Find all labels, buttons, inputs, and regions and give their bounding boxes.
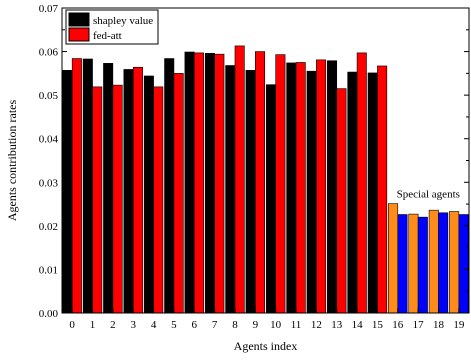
bar-shapley-5: [164, 58, 175, 314]
bar-fed-att-5: [173, 73, 184, 314]
bar-fed-att-12: [316, 59, 327, 314]
bar-shapley-13: [327, 60, 338, 314]
bar-fed-att-11: [295, 62, 306, 314]
special-agents-annotation: Special agents: [397, 189, 460, 201]
x-tick-label: 9: [253, 319, 259, 331]
bars-layer: [62, 45, 469, 314]
y-axis-label: Agents contribution rates: [5, 100, 19, 222]
y-tick-label: 0.02: [39, 221, 58, 233]
bar-shapley-4: [143, 75, 154, 314]
bar-shapley-14: [347, 71, 358, 314]
bar-shapley-6: [184, 51, 195, 314]
bar-shapley-3: [123, 69, 134, 314]
x-tick-label: 14: [352, 319, 364, 331]
bar-fed-att-7: [214, 53, 225, 314]
x-tick-label: 19: [453, 319, 465, 331]
bar-shapley-10: [265, 84, 276, 314]
x-tick-label: 2: [110, 319, 116, 331]
bar-shapley-12: [306, 70, 317, 314]
x-tick-label: 3: [130, 319, 136, 331]
bar-fed-att-9: [255, 51, 266, 314]
bar-shapley-8: [225, 65, 236, 314]
y-tick-label: 0.03: [39, 177, 59, 189]
bar-fed-att-16: [397, 214, 408, 314]
y-tick-label: 0.00: [39, 308, 59, 320]
bar-shapley-0: [62, 70, 73, 314]
y-tick-label: 0.01: [39, 264, 58, 276]
x-tick-label: 10: [270, 319, 282, 331]
bar-shapley-7: [204, 53, 215, 314]
x-axis-label: Agents index: [234, 339, 298, 353]
y-tick-label: 0.06: [39, 47, 59, 59]
bar-shapley-16: [388, 203, 399, 314]
y-tick-label: 0.04: [39, 134, 59, 146]
x-tick-label: 6: [192, 319, 198, 331]
bar-shapley-1: [82, 58, 93, 314]
bar-fed-att-0: [71, 58, 82, 314]
legend: shapley value fed-att: [65, 9, 159, 45]
x-tick-label: 8: [232, 319, 238, 331]
bar-fed-att-4: [153, 86, 164, 314]
bar-shapley-2: [103, 63, 114, 314]
y-tick-label: 0.07: [39, 3, 59, 15]
y-axis: 0.00 0.01 0.02 0.03 0.04 0.05 0.06 0.07: [39, 3, 469, 320]
bar-fed-att-14: [356, 52, 367, 314]
x-tick-label: 5: [171, 319, 177, 331]
x-tick-label: 4: [151, 319, 157, 331]
bar-fed-att-2: [112, 84, 123, 314]
x-tick-label: 7: [212, 319, 218, 331]
x-tick-label: 0: [69, 319, 75, 331]
bar-shapley-15: [367, 72, 378, 314]
bar-fed-att-18: [438, 212, 449, 314]
bar-fed-att-17: [417, 216, 428, 314]
bar-fed-att-3: [132, 66, 143, 314]
legend-label-shapley: shapley value: [93, 15, 153, 27]
x-tick-label: 15: [372, 319, 384, 331]
y-tick-label: 0.05: [39, 90, 59, 102]
bar-fed-att-13: [336, 88, 347, 314]
x-tick-label: 1: [90, 319, 96, 331]
x-tick-label: 16: [392, 319, 404, 331]
bar-shapley-19: [449, 211, 460, 314]
bar-fed-att-8: [234, 45, 245, 314]
x-tick-label: 13: [331, 319, 343, 331]
bar-shapley-18: [428, 209, 439, 314]
legend-swatch-fed-att: [68, 27, 90, 42]
bar-shapley-9: [245, 70, 256, 314]
legend-label-fed-att: fed-att: [93, 30, 122, 42]
bar-fed-att-6: [193, 52, 204, 314]
x-tick-label: 12: [311, 319, 322, 331]
legend-swatch-shapley: [68, 12, 90, 27]
bar-shapley-11: [286, 62, 297, 314]
bar-fed-att-1: [92, 86, 103, 314]
bar-fed-att-15: [377, 65, 388, 314]
bar-fed-att-19: [458, 214, 469, 314]
plot-frame: [61, 7, 470, 314]
x-tick-label: 17: [413, 319, 425, 331]
bar-fed-att-10: [275, 54, 286, 314]
x-tick-label: 11: [291, 319, 302, 331]
x-axis: 0 1 2 3 4 5 6 7 8 9 10 11 12 13 14 15 16 17 18 19: [69, 308, 465, 331]
x-tick-label: 18: [433, 319, 445, 331]
bar-shapley-17: [408, 213, 419, 314]
